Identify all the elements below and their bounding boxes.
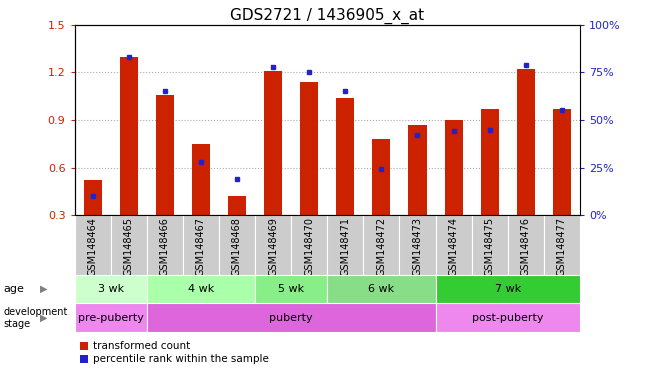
Title: GDS2721 / 1436905_x_at: GDS2721 / 1436905_x_at xyxy=(230,7,424,23)
Bar xyxy=(183,215,219,275)
Bar xyxy=(146,303,435,332)
Bar xyxy=(435,215,472,275)
Text: pre-puberty: pre-puberty xyxy=(78,313,144,323)
Bar xyxy=(120,56,138,215)
Text: ▶: ▶ xyxy=(40,313,48,323)
Text: 6 wk: 6 wk xyxy=(368,284,395,294)
Text: GSM148475: GSM148475 xyxy=(485,217,494,276)
Text: age: age xyxy=(3,284,24,294)
Bar xyxy=(445,120,463,215)
Text: GSM148469: GSM148469 xyxy=(268,217,278,276)
Text: GSM148474: GSM148474 xyxy=(448,217,459,276)
Text: development
stage: development stage xyxy=(3,307,67,329)
Bar xyxy=(111,215,146,275)
Bar xyxy=(75,303,146,332)
Bar xyxy=(544,215,580,275)
Bar xyxy=(146,275,255,303)
Text: 4 wk: 4 wk xyxy=(188,284,214,294)
Text: 5 wk: 5 wk xyxy=(278,284,304,294)
Text: GSM148465: GSM148465 xyxy=(124,217,133,276)
Bar xyxy=(435,303,580,332)
Bar xyxy=(75,215,111,275)
Bar xyxy=(517,70,535,215)
Bar xyxy=(156,95,174,215)
Text: 7 wk: 7 wk xyxy=(494,284,521,294)
Text: GSM148468: GSM148468 xyxy=(232,217,242,276)
Bar xyxy=(255,215,291,275)
Text: GSM148471: GSM148471 xyxy=(340,217,351,276)
Bar xyxy=(219,215,255,275)
Bar xyxy=(408,125,426,215)
Bar xyxy=(146,215,183,275)
Text: GSM148470: GSM148470 xyxy=(304,217,314,276)
Text: GSM148472: GSM148472 xyxy=(376,217,386,276)
Bar xyxy=(435,275,580,303)
Text: GSM148466: GSM148466 xyxy=(160,217,170,276)
Text: GSM148477: GSM148477 xyxy=(557,217,567,276)
Text: GSM148473: GSM148473 xyxy=(413,217,422,276)
Bar xyxy=(264,71,282,215)
Bar xyxy=(373,139,390,215)
Text: post-puberty: post-puberty xyxy=(472,313,544,323)
Bar xyxy=(327,275,435,303)
Text: GSM148476: GSM148476 xyxy=(521,217,531,276)
Bar xyxy=(192,144,210,215)
Bar xyxy=(300,82,318,215)
Bar xyxy=(327,215,364,275)
Text: GSM148464: GSM148464 xyxy=(87,217,98,276)
Bar xyxy=(472,215,508,275)
Bar xyxy=(399,215,435,275)
Bar xyxy=(508,215,544,275)
Bar xyxy=(84,180,102,215)
Bar xyxy=(481,109,499,215)
Bar xyxy=(75,275,146,303)
Bar xyxy=(228,196,246,215)
Text: ▶: ▶ xyxy=(40,284,48,294)
Legend: transformed count, percentile rank within the sample: transformed count, percentile rank withi… xyxy=(80,341,269,364)
Bar xyxy=(336,98,354,215)
Bar xyxy=(364,215,399,275)
Bar xyxy=(553,109,571,215)
Text: puberty: puberty xyxy=(270,313,313,323)
Bar xyxy=(291,215,327,275)
Text: GSM148467: GSM148467 xyxy=(196,217,206,276)
Bar xyxy=(255,275,327,303)
Text: 3 wk: 3 wk xyxy=(98,284,124,294)
